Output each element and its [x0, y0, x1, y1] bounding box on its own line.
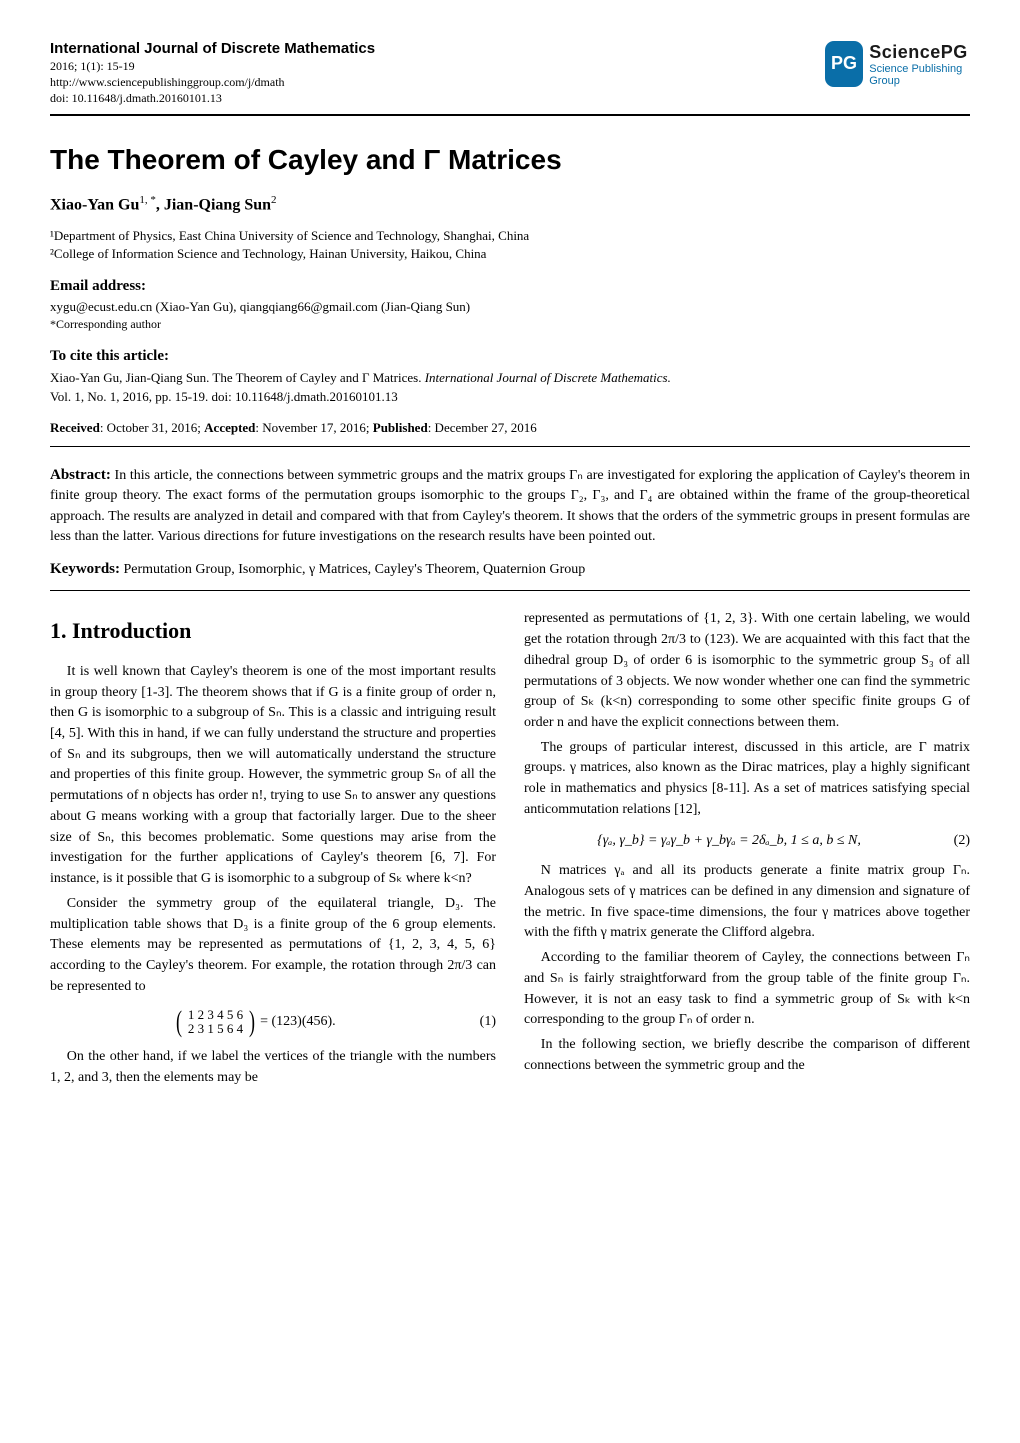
intro-para-3: On the other hand, if we label the verti… — [50, 1047, 496, 1088]
issue-info: 2016; 1(1): 15-19 — [50, 59, 830, 74]
right-para-1: represented as permutations of {1, 2, 3}… — [524, 609, 970, 733]
rule-before-abstract — [50, 446, 970, 447]
equation-2-body: {γₐ, γ_b} = γₐγ_b + γ_bγₐ = 2δₐ_b, 1 ≤ a… — [524, 831, 934, 852]
right-para-2: The groups of particular interest, discu… — [524, 738, 970, 821]
email-text: xygu@ecust.edu.cn (Xiao-Yan Gu), qiangqi… — [50, 299, 970, 315]
accepted-label: Accepted — [204, 420, 255, 435]
right-column: represented as permutations of {1, 2, 3}… — [524, 609, 970, 1092]
header-rule — [50, 114, 970, 116]
journal-url: http://www.sciencepublishinggroup.com/j/… — [50, 75, 830, 90]
citation-text: Xiao-Yan Gu, Jian-Qiang Sun. The Theorem… — [50, 369, 970, 405]
intro-para-2: Consider the symmetry group of the equil… — [50, 894, 496, 998]
equation-1-number: (1) — [460, 1012, 496, 1033]
equation-1-body: ( 1 2 3 4 5 6 2 3 1 5 6 4 ) = (123)(456)… — [50, 1007, 460, 1037]
logo-icon: PG — [825, 41, 864, 87]
keywords-label: Keywords: — [50, 561, 120, 577]
received-date: : October 31, 2016; — [100, 420, 204, 435]
rule-after-keywords — [50, 590, 970, 591]
logo-brand: SciencePG — [869, 42, 975, 63]
affiliation-2: ²College of Information Science and Tech… — [50, 246, 970, 262]
accepted-date: : November 17, 2016; — [255, 420, 372, 435]
logo-letters: PG — [831, 53, 857, 74]
keywords-text: Permutation Group, Isomorphic, γ Matrice… — [120, 562, 585, 577]
left-column: 1. Introduction It is well known that Ca… — [50, 609, 496, 1092]
corresponding-note: *Corresponding author — [50, 317, 970, 332]
equation-2: {γₐ, γ_b} = γₐγ_b + γ_bγₐ = 2δₐ_b, 1 ≤ a… — [524, 831, 970, 852]
cite-part-1: Xiao-Yan Gu, Jian-Qiang Sun. The Theorem… — [50, 370, 425, 385]
cite-journal-italic: International Journal of Discrete Mathem… — [425, 370, 671, 385]
right-para-3: N matrices γₐ and all its products gener… — [524, 861, 970, 944]
right-para-5: In the following section, we briefly des… — [524, 1035, 970, 1076]
logo-subtitle: Science Publishing Group — [869, 63, 975, 87]
affiliation-1: ¹Department of Physics, East China Unive… — [50, 228, 970, 244]
equation-2-number: (2) — [934, 831, 970, 852]
header-row: International Journal of Discrete Mathem… — [50, 40, 970, 106]
author-list: Xiao-Yan Gu1, *, Jian-Qiang Sun2 — [50, 194, 970, 214]
keywords-block: Keywords: Permutation Group, Isomorphic,… — [50, 561, 970, 578]
publisher-logo: PG SciencePG Science Publishing Group — [830, 40, 970, 87]
email-label: Email address: — [50, 278, 970, 295]
page-root: International Journal of Discrete Mathem… — [0, 0, 1020, 1123]
journal-name: International Journal of Discrete Mathem… — [50, 40, 830, 57]
eq1-row-bot: 2 3 1 5 6 4 — [188, 1021, 243, 1036]
intro-para-1: It is well known that Cayley's theorem i… — [50, 662, 496, 890]
dates-line: Received: October 31, 2016; Accepted: No… — [50, 420, 970, 436]
published-label: Published — [373, 420, 428, 435]
two-column-body: 1. Introduction It is well known that Ca… — [50, 609, 970, 1092]
section-heading-intro: 1. Introduction — [50, 615, 496, 648]
cite-label: To cite this article: — [50, 348, 970, 365]
abstract-block: Abstract: In this article, the connectio… — [50, 465, 970, 548]
equation-1: ( 1 2 3 4 5 6 2 3 1 5 6 4 ) = (123)(456)… — [50, 1007, 496, 1037]
eq1-rhs: = (123)(456). — [260, 1015, 336, 1030]
doi-line: doi: 10.11648/j.dmath.20160101.13 — [50, 91, 830, 106]
abstract-label: Abstract: — [50, 467, 111, 483]
cite-part-2: Vol. 1, No. 1, 2016, pp. 15-19. doi: 10.… — [50, 389, 398, 404]
received-label: Received — [50, 420, 100, 435]
right-para-4: According to the familiar theorem of Cay… — [524, 948, 970, 1031]
published-date: : December 27, 2016 — [428, 420, 537, 435]
journal-info: International Journal of Discrete Mathem… — [50, 40, 830, 106]
abstract-text: In this article, the connections between… — [50, 468, 970, 544]
eq1-row-top: 1 2 3 4 5 6 — [188, 1007, 243, 1022]
paper-title: The Theorem of Cayley and Γ Matrices — [50, 144, 970, 176]
